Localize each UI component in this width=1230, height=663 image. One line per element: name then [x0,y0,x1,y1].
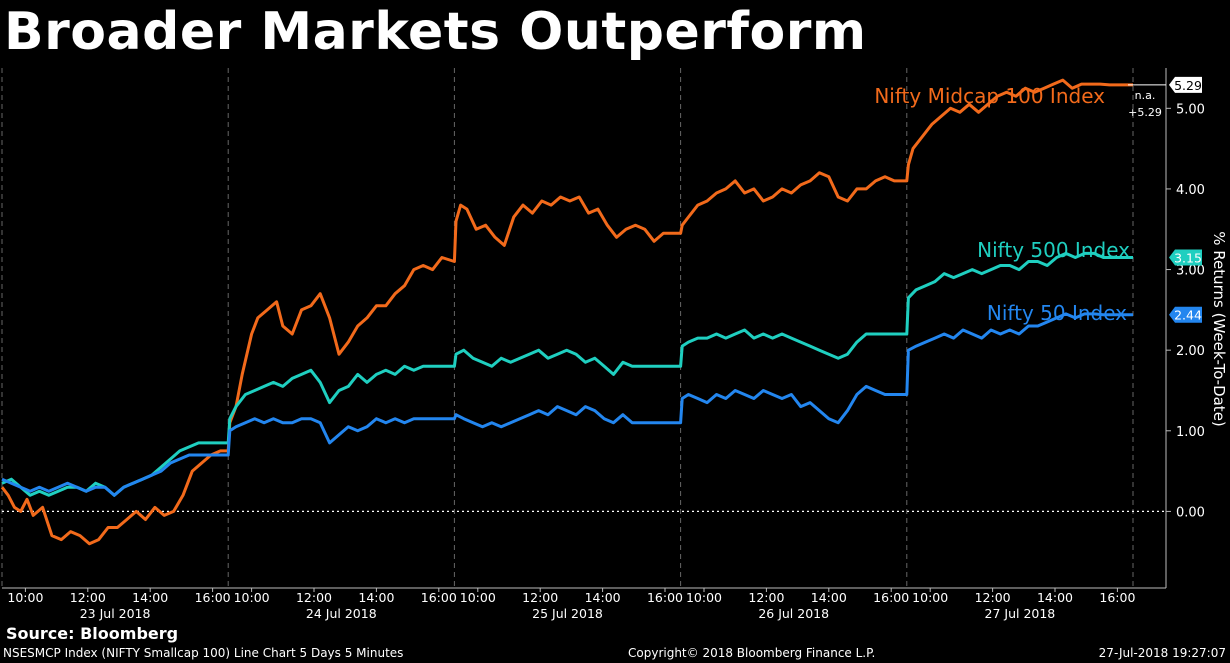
series-name-label: Nifty Midcap 100 Index [874,84,1105,108]
series-line [0,78,1133,546]
x-tick-label: 12:00 [70,590,106,605]
x-tick-label: 16:00 [421,590,457,605]
last-value-tag [1169,306,1202,323]
x-day-label: 27 Jul 2018 [985,606,1056,621]
axis-layer: 0.00 1.00 2.00 3.00 4.00 5.00 % Returns (Week-… [2,68,1228,621]
last-value-tag [1169,249,1202,266]
x-tick-label: 10:00 [686,590,722,605]
chart-title: Broader Markets Outperform [4,2,867,62]
x-tick-label: 16:00 [1099,590,1135,605]
x-tick-label: 14:00 [358,590,394,605]
x-tick-label: 12:00 [975,590,1011,605]
x-tick-label: 12:00 [748,590,784,605]
series-name-label: Nifty 500 Index [977,238,1130,262]
x-tick-label: 10:00 [912,590,948,605]
series-note-na: n.a. [1135,89,1156,102]
source-note: Source: Bloomberg [6,624,179,643]
y-tick-label: 1.00 [1176,425,1205,440]
x-tick-label: 12:00 [296,590,332,605]
x-tick-label: 12:00 [522,590,558,605]
series-name-label: Nifty 50 Index [987,301,1127,325]
x-tick-label: 14:00 [1037,590,1073,605]
x-tick-label: 10:00 [460,590,496,605]
footer-copyright: Copyright© 2018 Bloomberg Finance L.P. [628,646,876,660]
x-tick-label: 14:00 [811,590,847,605]
last-value-label: 5.29 [1174,78,1202,93]
x-tick-label: 14:00 [585,590,621,605]
y-axis-title: % Returns (Week-To-Date) [1210,231,1228,427]
label-layer: Nifty Midcap 100 Index 5.29 n.a. +5.29 Nifty… [874,76,1202,325]
x-tick-label: 16:00 [647,590,683,605]
x-tick-label: 10:00 [234,590,270,605]
y-tick-label: 0.00 [1176,505,1205,520]
y-tick-label: 3.00 [1176,264,1205,279]
y-tick-label: 2.00 [1176,344,1205,359]
series-line [1,312,1133,497]
y-tick-label: 5.00 [1176,102,1205,117]
x-day-label: 23 Jul 2018 [80,606,151,621]
last-value-label: 2.44 [1174,308,1202,323]
x-day-label: 25 Jul 2018 [532,606,603,621]
series-line [1,251,1133,497]
grid-layer [1,68,1166,588]
x-tick-label: 14:00 [132,590,168,605]
x-tick-label: 16:00 [195,590,231,605]
x-day-label: 26 Jul 2018 [758,606,829,621]
series-layer [0,78,1133,546]
y-tick-label: 4.00 [1176,183,1205,198]
footer-timestamp: 27-Jul-2018 19:27:07 [1098,646,1226,660]
series-note-change: +5.29 [1128,106,1162,119]
x-day-label: 24 Jul 2018 [306,606,377,621]
x-tick-label: 10:00 [7,590,43,605]
last-value-label: 3.15 [1174,250,1202,265]
footer-security-info: NSESMCP Index (NIFTY Smallcap 100) Line … [3,646,404,660]
last-value-tag [1169,76,1202,93]
x-tick-label: 16:00 [873,590,909,605]
